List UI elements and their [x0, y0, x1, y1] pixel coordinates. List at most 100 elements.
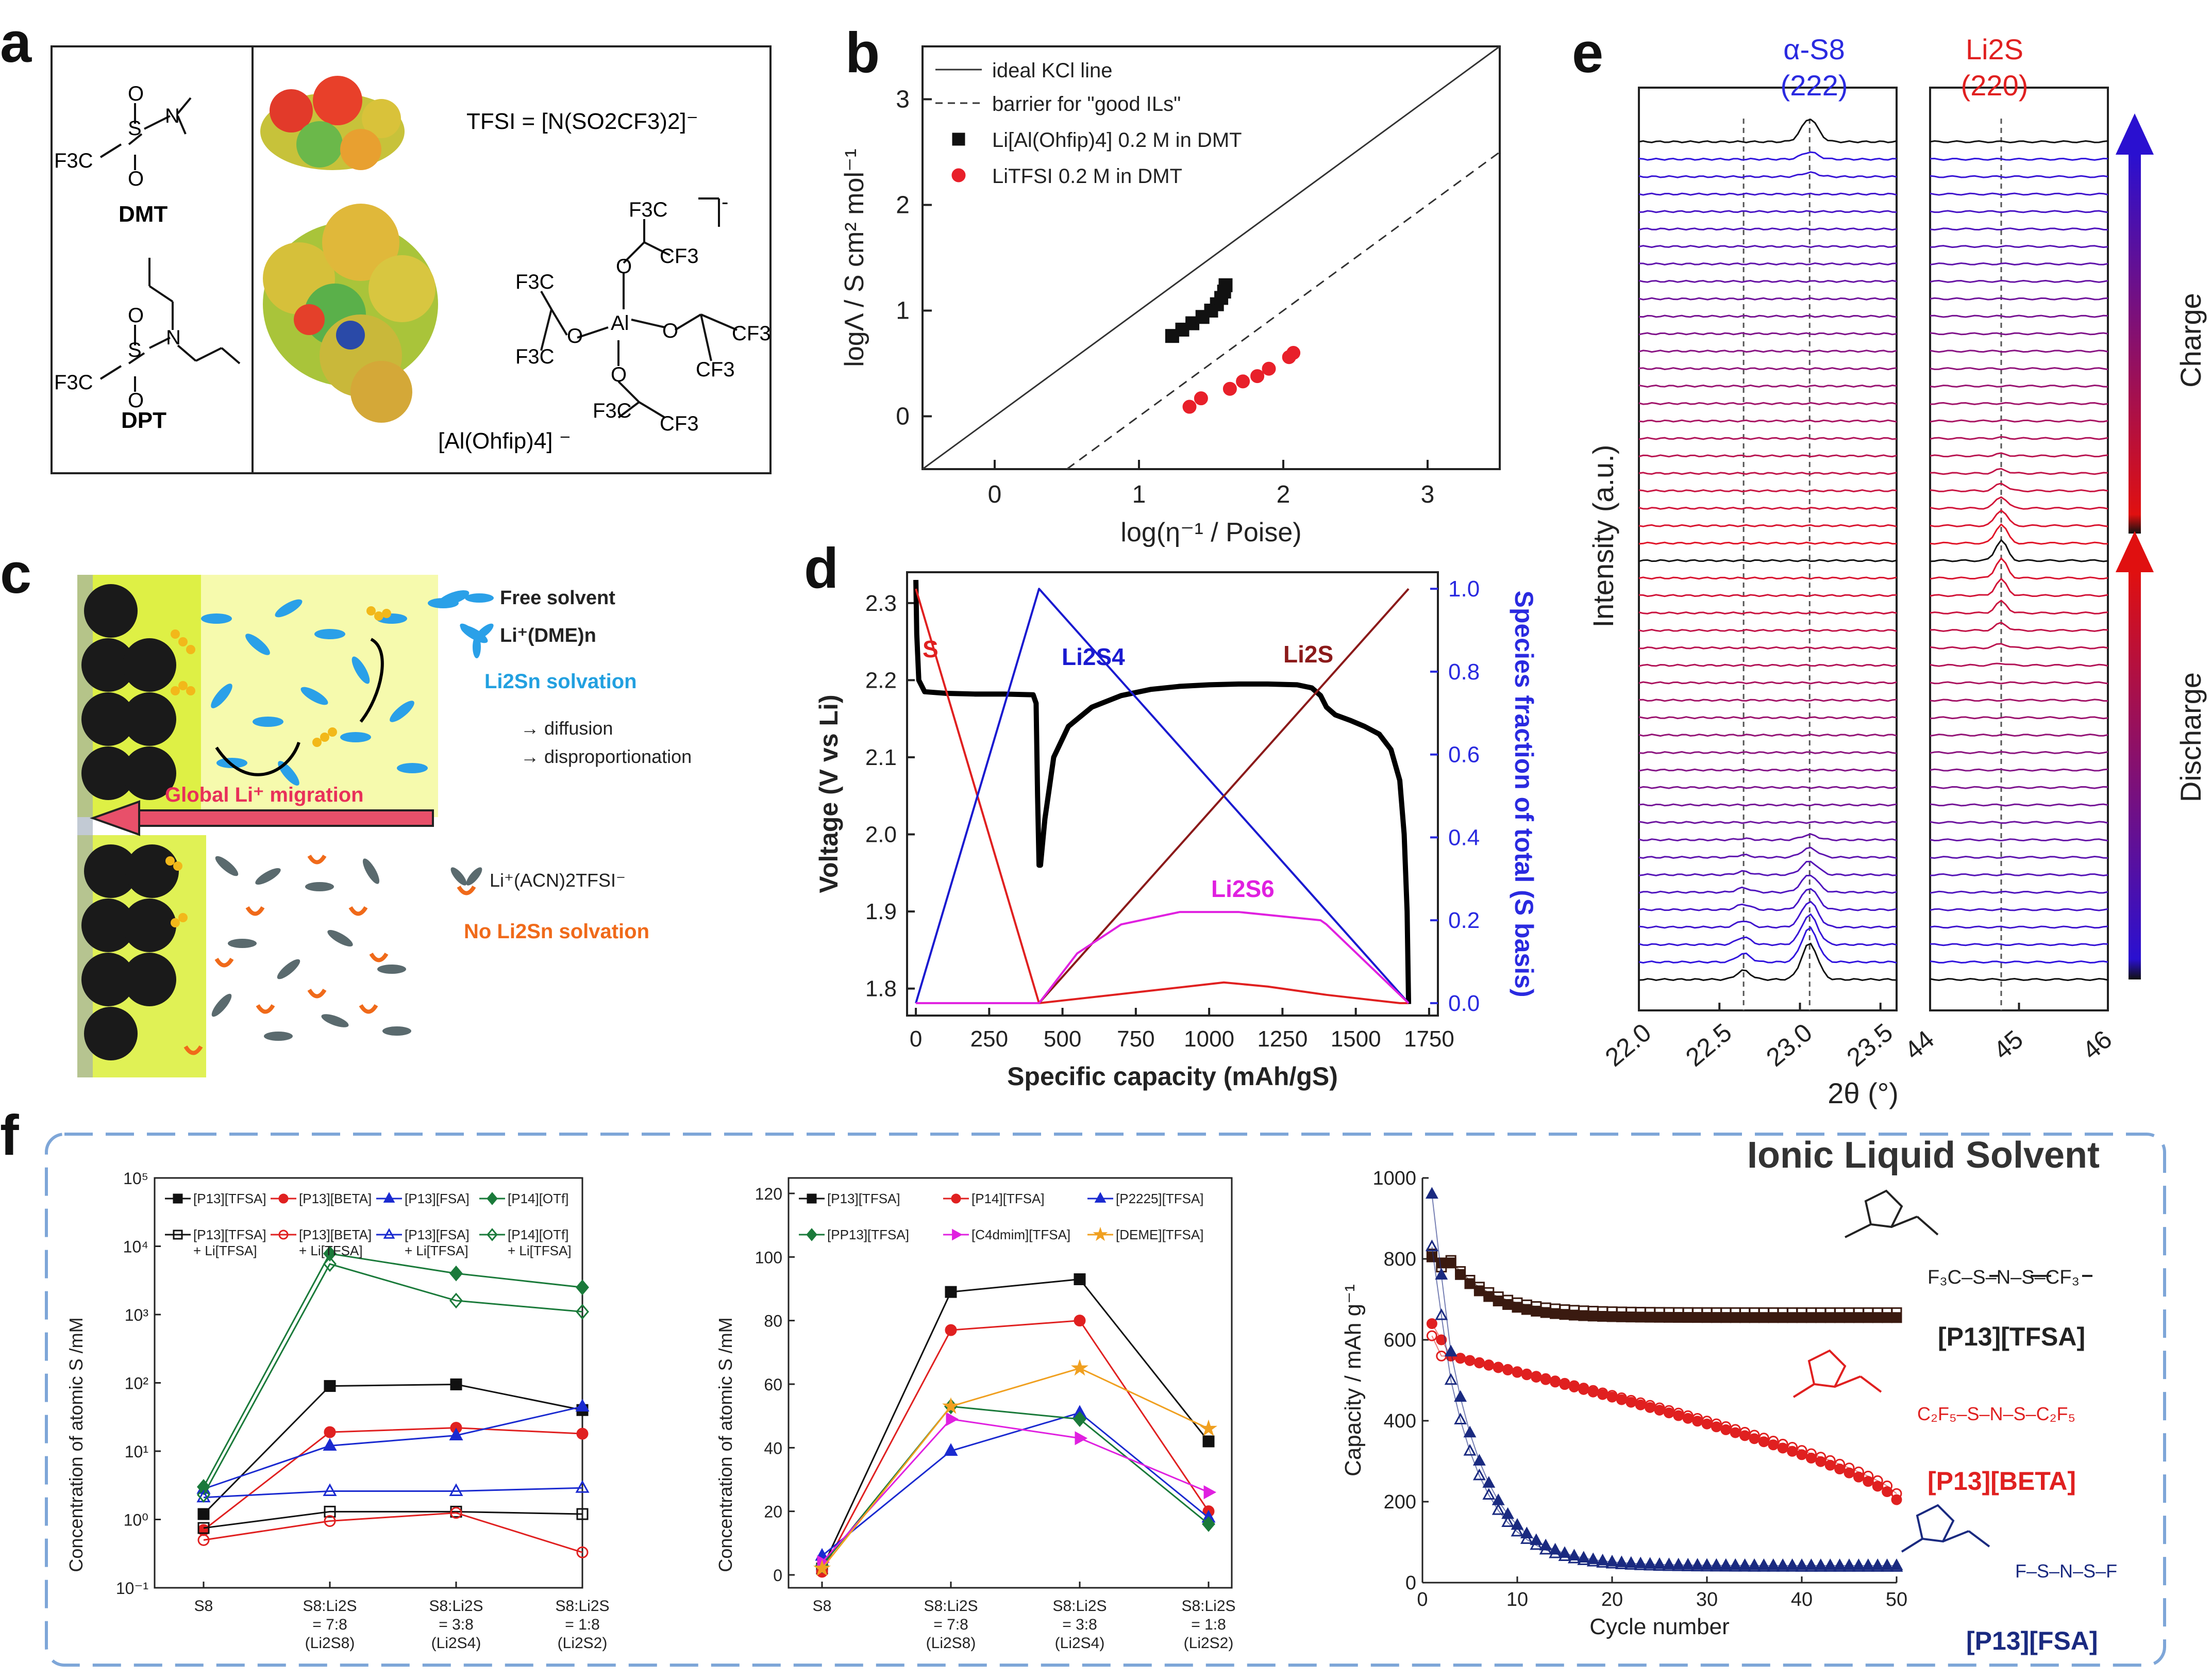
- b-point: [1194, 391, 1208, 406]
- f2-point: [813, 1559, 831, 1576]
- e-trace-right: [1930, 577, 2108, 597]
- e-trace-left: [1638, 751, 1897, 754]
- f2-line: [821, 1418, 1209, 1563]
- dpt-label: DPT: [121, 408, 166, 433]
- dpt-n: N: [166, 326, 181, 349]
- f3-point: [1862, 1560, 1875, 1572]
- f1-legend-label2: + Li[TFSA]: [508, 1243, 572, 1258]
- b-point: [1250, 369, 1265, 384]
- e-trace-left: [1638, 594, 1897, 597]
- f3-point: [1435, 1268, 1448, 1280]
- s8-label: α-S8: [1783, 33, 1845, 65]
- e-trace-right: [1930, 557, 2108, 580]
- e-trace-left: [1638, 874, 1897, 894]
- f2-line: [821, 1278, 1210, 1569]
- f2-xtick-line: (Li2S2): [1184, 1635, 1234, 1652]
- e-trace-right: [1930, 210, 2108, 213]
- f3-point: [1444, 1344, 1457, 1357]
- f1-point: [575, 1399, 590, 1411]
- e-trace-right: [1930, 873, 2108, 876]
- e-trace-right: [1930, 699, 2108, 702]
- f3-point: [1436, 1334, 1447, 1345]
- f3-point: [1871, 1560, 1884, 1572]
- f2-ytick-label: 60: [764, 1375, 782, 1394]
- carbon-spheres: [81, 584, 179, 1060]
- f3-point: [1739, 1426, 1751, 1438]
- e-trace-right: [1930, 960, 2108, 964]
- f1-legend-label: [P13][TFSA]: [193, 1227, 266, 1242]
- f2-ytick-label: 120: [755, 1185, 782, 1203]
- al-cf3-top-right: CF3: [660, 245, 699, 268]
- d-xlabel: Specific capacity (mAh/gS): [1007, 1062, 1338, 1091]
- f2-line: [821, 1367, 1209, 1569]
- f1-point: [197, 1522, 210, 1534]
- e-trace-right: [1930, 838, 2108, 842]
- f1-xtick-label: S8:Li2S = 3:8 (Li2S4): [429, 1598, 483, 1652]
- e-trace-right: [1930, 523, 2108, 545]
- f3-point: [1473, 1282, 1485, 1293]
- f1-point: [449, 1265, 463, 1282]
- f3-ylabel: Capacity / mAh g⁻¹: [1340, 1284, 1366, 1476]
- e-trace-left: [1638, 716, 1897, 720]
- d-xtick-label: 1500: [1331, 1026, 1381, 1052]
- b-xlabel: log(η⁻¹ / Poise): [1120, 518, 1301, 547]
- e-trace-left: [1638, 821, 1897, 824]
- e-trace-left: [1638, 489, 1897, 493]
- f1-line: [203, 1427, 583, 1531]
- e-trace-left: [1638, 786, 1897, 789]
- f3-point: [1567, 1551, 1581, 1564]
- chart-e: 22.0 22.5 23.0 23.5 44 45 46: [1600, 87, 2154, 1072]
- f3-point: [1872, 1475, 1883, 1486]
- f1-point: [449, 1292, 463, 1309]
- f3-xtick-label: 40: [1791, 1589, 1813, 1610]
- f3-point: [1464, 1275, 1476, 1286]
- e-trace-right: [1930, 175, 2108, 178]
- e-trace-right: [1930, 468, 2108, 475]
- e-trace-right: [1930, 751, 2108, 754]
- no-solvation-label: No Li2Sn solvation: [464, 920, 649, 943]
- chart-d: 0 250 500 750 1000 1250 1500 1750 1.8 1.9 2.0 2.1 2.…: [814, 571, 1538, 1091]
- f3-xtick-label: 0: [1417, 1589, 1428, 1610]
- d-y2tick-label: 0.4: [1448, 825, 1480, 850]
- d-y2tick-label: 0.2: [1448, 908, 1480, 933]
- f1-point: [323, 1483, 337, 1497]
- f3-point: [1730, 1424, 1741, 1435]
- e-xtick-label: 22.0: [1600, 1018, 1657, 1072]
- e-xtick-label: 23.5: [1841, 1018, 1899, 1072]
- f1-point: [323, 1438, 337, 1451]
- f1-ytick-label: 10⁰: [124, 1511, 148, 1530]
- f3-point: [1700, 1559, 1714, 1572]
- f1-line: [203, 1487, 583, 1499]
- legend-al-marker: [952, 132, 965, 146]
- f1-legend-label2: + Li[TFSA]: [299, 1243, 363, 1258]
- e-trace-left: [1638, 245, 1897, 248]
- e-trace-left: [1638, 262, 1897, 266]
- b-xtick-label: 1: [1132, 481, 1146, 508]
- f3-point: [1814, 1560, 1828, 1572]
- e-trace-right: [1930, 768, 2108, 772]
- b-point: [1236, 374, 1250, 389]
- e-trace-left: [1638, 768, 1897, 772]
- e-trace-left: [1638, 419, 1897, 423]
- f2-xtick-label: S8:Li2S = 7:8 (Li2S8): [924, 1598, 978, 1652]
- d-series-Li2S: [1038, 588, 1410, 1004]
- panel-c: Free solvent Li⁺(DME)n Li2Sn solvation →…: [77, 575, 692, 1077]
- f2-plot-frame: [787, 1177, 1233, 1589]
- d-series-label: Li2S4: [1062, 643, 1125, 670]
- li2sn-chains: [165, 606, 391, 927]
- f1-ytick-label: 10⁴: [123, 1238, 148, 1256]
- d-series-label: S: [923, 636, 939, 662]
- f1-legend-marker: [383, 1228, 395, 1239]
- f2-point: [1202, 1435, 1215, 1448]
- dpt-o2: O: [128, 389, 144, 412]
- b-point: [1218, 278, 1233, 292]
- d-xtick-label: 1250: [1257, 1026, 1308, 1052]
- f1-legend-label: [P13][FSA]: [405, 1227, 470, 1242]
- f3-point: [1691, 1559, 1704, 1572]
- f1-line: [203, 1510, 583, 1529]
- f1-legend-label: [P14][OTf]: [508, 1191, 569, 1206]
- e-trace-left: [1638, 663, 1897, 667]
- f2-xtick-line: S8:Li2S: [924, 1598, 978, 1615]
- f3-point: [1776, 1560, 1789, 1572]
